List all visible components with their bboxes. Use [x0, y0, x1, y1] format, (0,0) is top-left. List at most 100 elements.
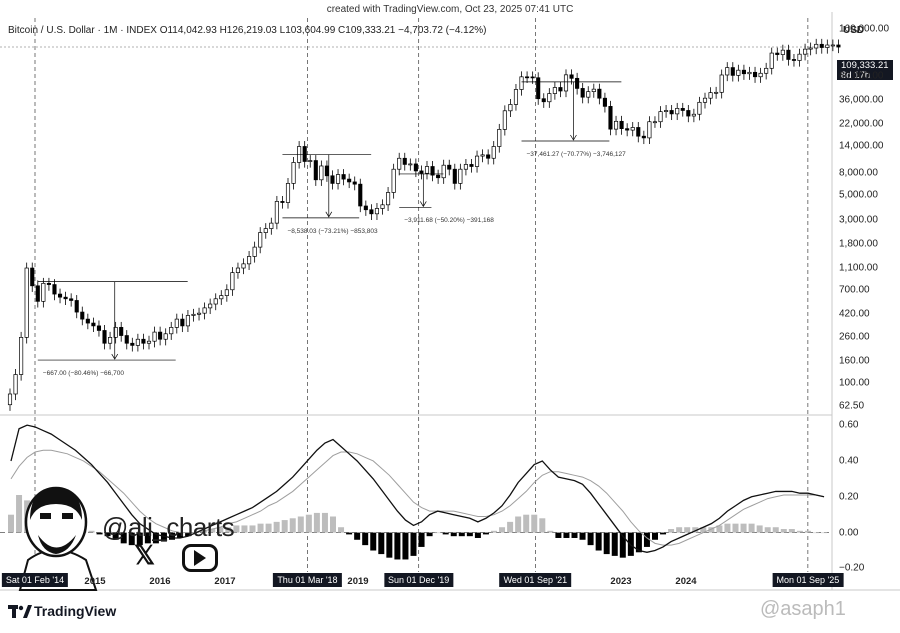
macd-histogram-bar — [330, 516, 336, 533]
macd-histogram-bar — [233, 525, 240, 533]
macd-histogram-bar — [539, 518, 546, 533]
macd-histogram-bar — [177, 532, 184, 538]
candle-body — [130, 342, 135, 346]
candle-body — [780, 49, 785, 55]
last-price-label: 109,333.21 8d 17h — [837, 60, 893, 81]
candle-body — [575, 77, 580, 89]
candle-body — [302, 146, 307, 162]
macd-histogram-bar — [426, 532, 433, 537]
candle-body — [836, 44, 841, 48]
candle-body — [625, 128, 630, 131]
macd-histogram-bar — [692, 527, 699, 533]
price-tick-label: 22,000.00 — [839, 118, 884, 130]
candle-body — [363, 205, 368, 211]
signal-line — [10, 449, 825, 546]
year-tick-label: 2019 — [347, 576, 369, 587]
candle-body — [35, 285, 40, 302]
price-tick-label: 260.00 — [839, 331, 870, 343]
candle-body — [697, 101, 702, 115]
price-tick-label: 14,000.00 — [839, 140, 884, 152]
candle-body — [169, 327, 174, 335]
macd-histogram-bar — [442, 532, 449, 535]
macd-histogram-bar — [555, 532, 562, 538]
macd-histogram-bar — [458, 532, 465, 537]
candle-body — [486, 154, 491, 159]
candle-body — [636, 127, 641, 137]
candle-body — [691, 113, 696, 117]
candle-body — [408, 163, 413, 166]
macd-histogram-bar — [652, 532, 658, 540]
macd-tick-label: −0.20 — [839, 562, 865, 574]
candle-body — [630, 127, 635, 131]
currency-label: USD — [843, 25, 865, 36]
avatar-beard — [38, 535, 76, 554]
candle-body — [269, 222, 274, 229]
drawdown-label: −3,911.68 (−50.20%) −391,168 — [404, 217, 494, 225]
candle-body — [224, 289, 229, 296]
avatar-right-eye — [62, 513, 73, 519]
ohlc-header: Bitcoin / U.S. Dollar · 1M · INDEX O114,… — [8, 25, 487, 36]
candle-body — [413, 163, 418, 172]
candle-body — [786, 49, 791, 60]
candle-body — [85, 318, 90, 324]
candle-body — [569, 74, 574, 79]
candle-body — [752, 71, 758, 78]
candle-body — [46, 282, 51, 285]
candle-body — [402, 157, 407, 165]
cursor-date-label: Sat 01 Feb '14 — [1, 573, 69, 587]
candle-body — [280, 201, 285, 203]
candle-body — [80, 311, 85, 320]
candle-body — [330, 175, 335, 184]
macd-histogram-bar — [563, 532, 570, 538]
macd-histogram-bar — [289, 518, 296, 533]
candle-body — [424, 166, 430, 174]
candle-body — [680, 108, 685, 111]
candle-body — [7, 393, 13, 406]
candle-body — [436, 174, 441, 179]
candle-body — [146, 340, 152, 344]
macd-histogram-bar — [386, 532, 393, 558]
macd-histogram-bar — [635, 532, 642, 553]
candle-body — [497, 129, 502, 147]
macd-histogram-bar — [611, 532, 618, 556]
avatar-hair — [30, 488, 82, 520]
candle-body — [324, 165, 329, 177]
candle-body — [24, 267, 29, 338]
candle-body — [725, 67, 730, 76]
candle-body — [669, 110, 674, 115]
candle-body — [830, 44, 835, 47]
macd-histogram-bar — [515, 516, 522, 533]
macd-histogram-bar — [450, 532, 457, 537]
candle-body — [74, 300, 79, 313]
candle-body — [230, 272, 235, 291]
candle-body — [447, 164, 452, 170]
macd-histogram-bar — [338, 527, 345, 533]
macd-histogram-bar — [491, 530, 497, 533]
price-tick-label: 160.00 — [839, 355, 870, 367]
macd-histogram-bar — [136, 532, 143, 546]
macd-histogram-bar — [660, 532, 667, 535]
drawdown-label: −37,461.27 (−70.77%) −3,746,127 — [526, 150, 626, 158]
drawdown-arrow-head — [111, 353, 119, 360]
cursor-date-label: Thu 01 Mar '18 — [273, 573, 342, 587]
candle-body — [41, 282, 46, 302]
candle-body — [174, 318, 179, 328]
macd-histogram-bar — [16, 495, 23, 533]
macd-histogram-bar — [418, 532, 425, 547]
drawdown-label: −667.00 (−80.46%) −66,700 — [42, 370, 124, 378]
candle-body — [96, 325, 102, 331]
macd-histogram-bar — [362, 532, 369, 546]
candle-body — [158, 331, 163, 340]
high-value: H126,219.03 — [219, 25, 277, 36]
macd-histogram-bar — [587, 532, 594, 546]
candle-body — [591, 88, 596, 92]
avatar-left-eye — [40, 513, 51, 519]
candle-body — [241, 263, 246, 269]
macd-histogram-bar — [402, 532, 409, 560]
price-tick-label: 36,000.00 — [839, 94, 884, 106]
candle-body — [391, 168, 396, 193]
macd-histogram-bar — [700, 527, 707, 533]
candle-body — [285, 183, 291, 203]
macd-tick-label: 0.00 — [839, 527, 859, 539]
macd-histogram-bar — [265, 523, 272, 533]
